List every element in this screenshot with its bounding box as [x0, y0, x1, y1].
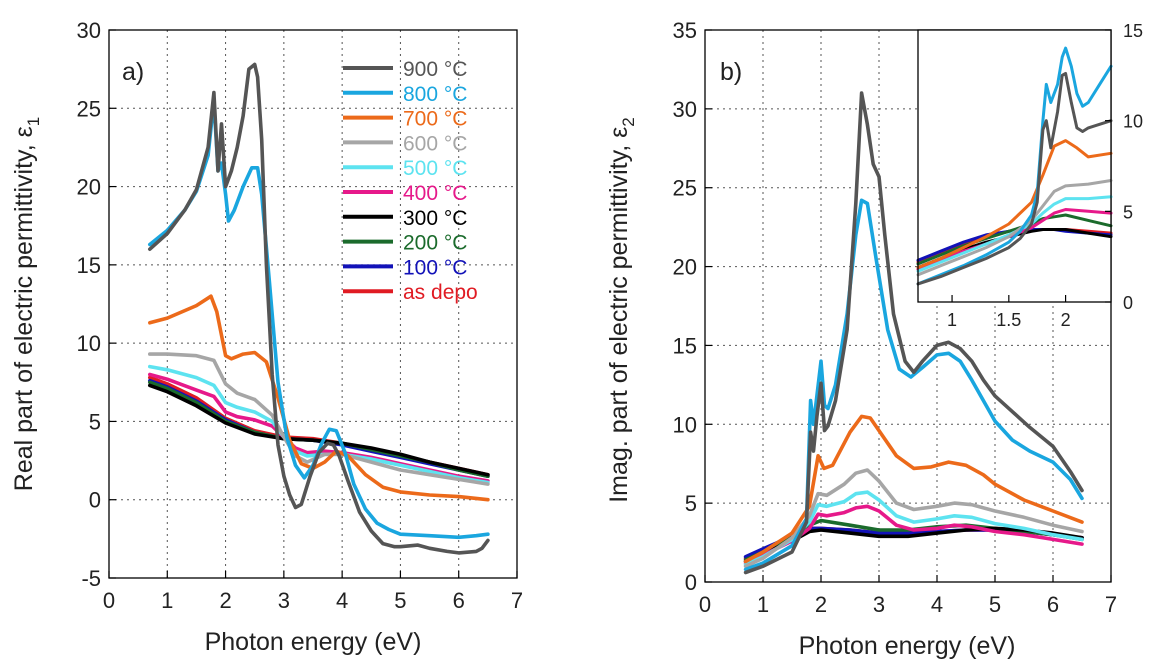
- panel-b-x-tick-label-5: 5: [989, 592, 1001, 617]
- panel-a-y-tick-label-20: 20: [77, 175, 101, 200]
- panel-b-series-500-c: [743, 490, 1084, 567]
- panel-a-x-tick-label-6: 6: [453, 588, 465, 613]
- panel-a-y-tick-label-5: -5: [81, 566, 101, 591]
- inset-x-tick-label-1-5: 1.5: [996, 310, 1021, 330]
- panel-a-curves: [148, 62, 490, 555]
- panel-b-series-600-c: [743, 468, 1084, 569]
- panel-a-y-tick-label-15: 15: [77, 253, 101, 278]
- inset: 1 1.5 2 0 5 10 15: [916, 21, 1143, 330]
- legend-label-100-c: 100 °C: [403, 256, 467, 279]
- panel-b-y-axis-label-subscript: 2: [619, 117, 638, 126]
- legend-label-600-c: 600 °C: [403, 132, 467, 155]
- inset-curves: [916, 46, 1113, 286]
- panel-b-series-900-c: [743, 91, 1084, 575]
- panel-a-y-tick-label-10: 10: [77, 331, 101, 356]
- panel-b-y-tick-label-0: 0: [685, 570, 697, 595]
- panel-a-y-tick-label-0: 0: [89, 488, 101, 513]
- panel-b-x-axis-label: Photon energy (eV): [799, 632, 1016, 660]
- panel-a-x-tick-label-2: 2: [219, 588, 231, 613]
- inset-x-tick-label-2: 2: [1061, 310, 1071, 330]
- panel-b-series-700-c: [743, 414, 1084, 564]
- legend-label-300-c: 300 °C: [403, 207, 467, 230]
- panel-b-ticks: 0 1 2 3 4 5 6 7 0 5 10 15 20 25 30 35: [673, 18, 1118, 617]
- panel-a-x-tick-label-3: 3: [278, 588, 290, 613]
- inset-frame: [917, 29, 1112, 303]
- panel-a-series-900-c: [148, 62, 490, 555]
- panel-b-y-tick-label-35: 35: [673, 18, 697, 43]
- panel-b-x-tick-label-1: 1: [757, 592, 769, 617]
- panel-a-x-tick-label-5: 5: [394, 588, 406, 613]
- panel-a-grid: [109, 30, 517, 578]
- panel-b-y-tick-label-20: 20: [673, 255, 697, 280]
- panel-a-x-tick-label-4: 4: [336, 588, 348, 613]
- panel-b-x-tick-label-6: 6: [1047, 592, 1059, 617]
- legend-label-700-c: 700 °C: [403, 108, 467, 131]
- legend-label-500-c: 500 °C: [403, 157, 467, 180]
- inset-y-tick-label-15: 15: [1123, 21, 1143, 41]
- panel-b-x-tick-label-3: 3: [873, 592, 885, 617]
- legend-label-200-c: 200 °C: [403, 232, 467, 255]
- panel-a-y-axis-label-text: Real part of electric permittivity, ε: [10, 126, 38, 491]
- panel-b-series-800-c: [743, 198, 1084, 572]
- panel-a-series-700-c: [148, 294, 490, 502]
- panel-b-y-tick-label-5: 5: [685, 491, 697, 516]
- inset-y-tick-label-5: 5: [1123, 202, 1133, 222]
- legend-label-as-depo: as depo: [403, 281, 478, 304]
- inset-y-tick-label-10: 10: [1123, 112, 1143, 132]
- legend-label-400-c: 400 °C: [403, 182, 467, 205]
- panel-b-y-axis-label-text: Imag. part of electric permittivity, ε: [605, 127, 633, 503]
- panel-a-label: a): [122, 58, 144, 86]
- legend-label-800-c: 800 °C: [403, 83, 467, 106]
- panel-a-y-axis-label-subscript: 1: [24, 117, 43, 126]
- panel-a-y-tick-label-30: 30: [77, 18, 101, 43]
- panel-b-x-tick-label-2: 2: [815, 592, 827, 617]
- inset-series-900-c: [916, 72, 1113, 286]
- legend-label-900-c: 900 °C: [403, 58, 467, 81]
- panel-a-series-300-c: [148, 383, 490, 477]
- panel-a-x-tick-label-1: 1: [161, 588, 173, 613]
- inset-series-400-c: [916, 208, 1113, 271]
- panel-b-label: b): [720, 58, 742, 86]
- panel-a-plot-area: [109, 30, 517, 578]
- panel-b-series-400-c: [743, 504, 1084, 565]
- panel-a-x-axis-label: Photon energy (eV): [205, 628, 422, 656]
- inset-series-800-c: [916, 46, 1113, 286]
- panel-b-y-tick-label-10: 10: [673, 412, 697, 437]
- panel-a-y-axis-label: Real part of electric permittivity, ε1: [10, 117, 43, 491]
- panel-a-x-tick-label-7: 7: [511, 588, 523, 613]
- panel-b-frame: [704, 29, 1112, 583]
- panel-a-y-tick-label-5: 5: [89, 409, 101, 434]
- panel-b-y-tick-label-25: 25: [673, 176, 697, 201]
- panel-a-y-tick-label-25: 25: [77, 96, 101, 121]
- panel-b-y-tick-label-30: 30: [673, 97, 697, 122]
- panel-b-curves: [743, 91, 1084, 575]
- inset-x-tick-label-1: 1: [947, 310, 957, 330]
- inset-y-tick-label-0: 0: [1123, 293, 1133, 313]
- panel-b-x-tick-label-7: 7: [1105, 592, 1117, 617]
- panel-b-y-axis-label: Imag. part of electric permittivity, ε2: [605, 117, 638, 503]
- inset-ticks: 1 1.5 2 0 5 10 15: [947, 21, 1143, 330]
- panel-b-x-tick-label-4: 4: [931, 592, 943, 617]
- panel-b-x-tick-label-0: 0: [699, 592, 711, 617]
- panel-a-x-tick-label-0: 0: [103, 588, 115, 613]
- panel-b-y-tick-label-15: 15: [673, 333, 697, 358]
- panel-a-frame: [108, 29, 518, 579]
